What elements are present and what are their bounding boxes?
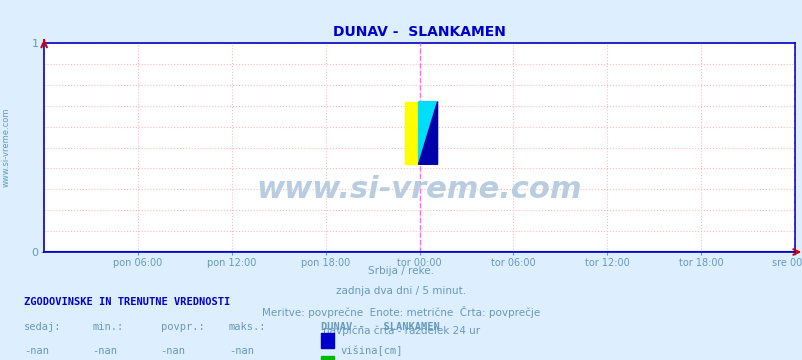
Text: višina[cm]: višina[cm]	[340, 346, 403, 356]
Text: navpična črta - razdelek 24 ur: navpična črta - razdelek 24 ur	[322, 326, 480, 336]
Text: -nan: -nan	[92, 346, 117, 356]
Text: www.si-vreme.com: www.si-vreme.com	[257, 175, 581, 204]
Text: ZGODOVINSKE IN TRENUTNE VREDNOSTI: ZGODOVINSKE IN TRENUTNE VREDNOSTI	[24, 297, 230, 307]
Text: povpr.:: povpr.:	[160, 322, 204, 332]
Text: -nan: -nan	[24, 346, 49, 356]
Title: DUNAV -  SLANKAMEN: DUNAV - SLANKAMEN	[333, 25, 505, 39]
Text: min.:: min.:	[92, 322, 124, 332]
Bar	[404, 102, 418, 164]
Text: Meritve: povprečne  Enote: metrične  Črta: povprečje: Meritve: povprečne Enote: metrične Črta:…	[262, 306, 540, 318]
Text: Srbija / reke.: Srbija / reke.	[368, 266, 434, 276]
Text: sedaj:: sedaj:	[24, 322, 62, 332]
Text: zadnja dva dni / 5 minut.: zadnja dva dni / 5 minut.	[336, 286, 466, 296]
Text: -nan: -nan	[160, 346, 185, 356]
Text: maks.:: maks.:	[229, 322, 266, 332]
Polygon shape	[418, 102, 437, 164]
Polygon shape	[418, 102, 437, 164]
Text: www.si-vreme.com: www.si-vreme.com	[2, 108, 11, 187]
Text: DUNAV -   SLANKAMEN: DUNAV - SLANKAMEN	[321, 322, 439, 332]
Text: -nan: -nan	[229, 346, 253, 356]
